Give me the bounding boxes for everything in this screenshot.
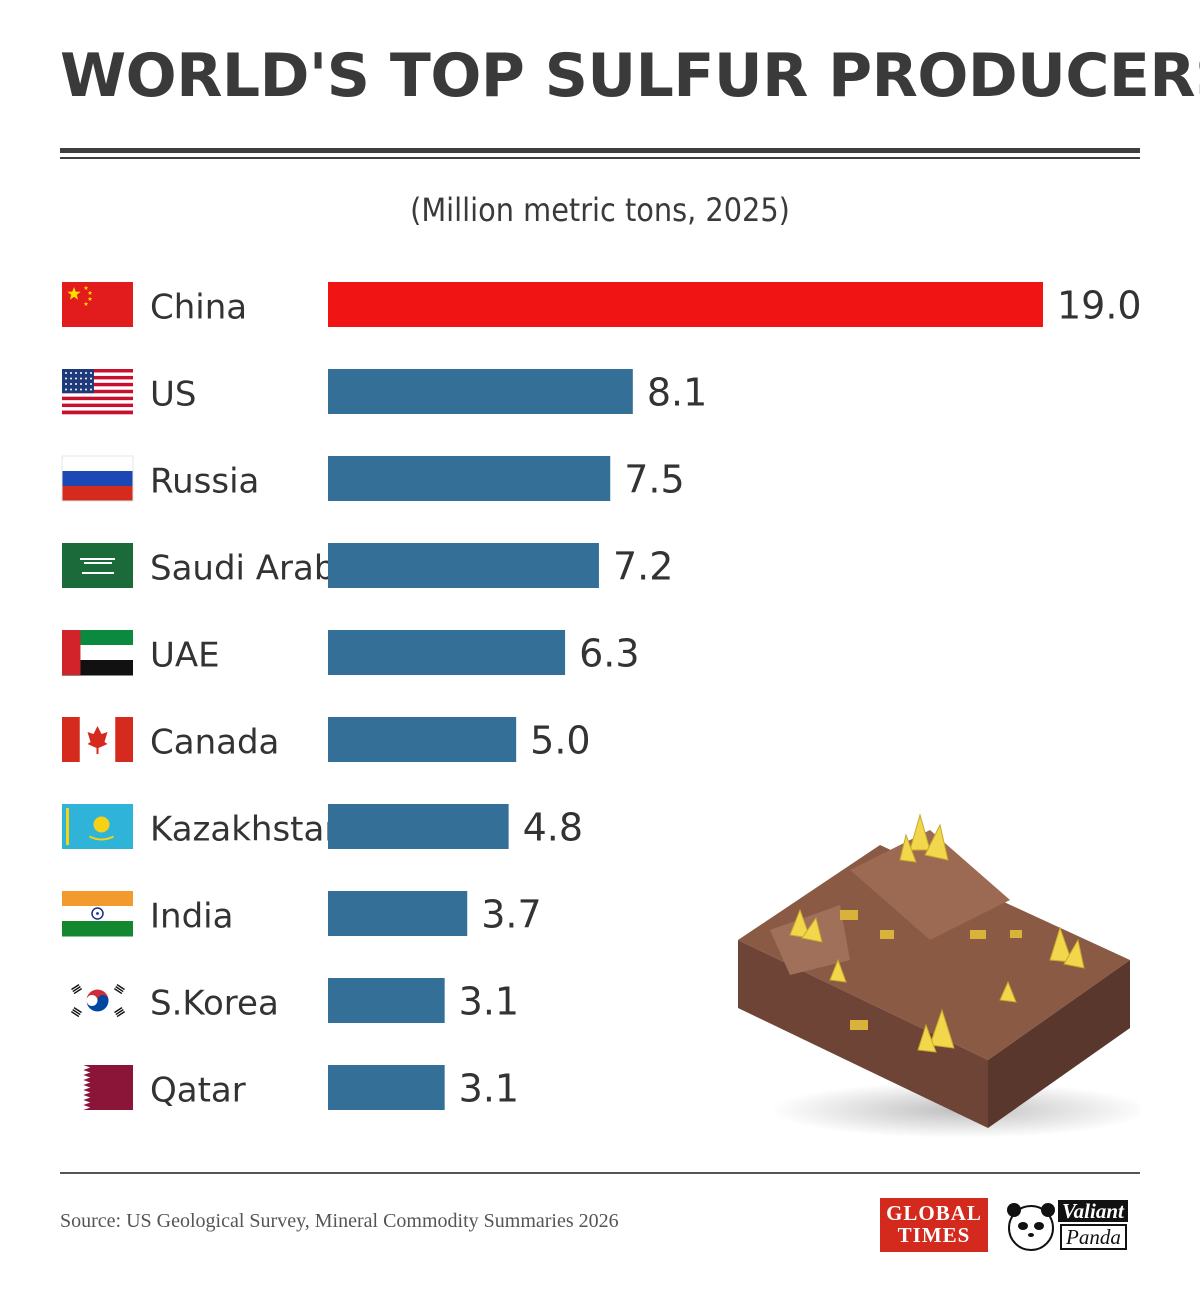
bar — [328, 456, 611, 501]
qatar-flag-icon — [62, 1065, 133, 1110]
us-flag-icon — [62, 369, 133, 415]
south-korea-flag-icon — [62, 978, 133, 1023]
global-times-logo: GLOBAL TIMES — [880, 1198, 988, 1252]
canada-flag-icon — [62, 717, 133, 762]
value-label: 3.7 — [481, 893, 541, 937]
bar — [328, 369, 633, 414]
chart-subtitle: (Million metric tons, 2025) — [410, 191, 790, 229]
bar — [328, 543, 599, 588]
china-flag-icon — [62, 282, 133, 327]
footer-rule — [60, 1172, 1140, 1174]
uae-flag-icon — [62, 630, 133, 676]
panda-icon — [1007, 1203, 1055, 1251]
global-times-logo-line1: GLOBAL — [886, 1201, 982, 1225]
value-label: 3.1 — [459, 980, 519, 1024]
bar — [328, 630, 566, 675]
saudi-arabia-flag-icon — [62, 543, 133, 588]
valiant-panda-logo: Valiant Panda — [1002, 1198, 1140, 1254]
value-label: 4.8 — [523, 806, 583, 850]
category-label: S.Korea — [150, 984, 279, 1024]
value-label: 8.1 — [647, 371, 707, 415]
bar — [328, 978, 445, 1023]
chart-title: WORLD'S TOP SULFUR PRODUCERS — [60, 41, 1200, 111]
india-flag-icon — [62, 891, 133, 937]
bar — [328, 804, 509, 849]
panda-word: Panda — [1060, 1224, 1127, 1250]
value-label: 7.5 — [624, 458, 684, 502]
value-label: 3.1 — [459, 1067, 519, 1111]
bar — [328, 1065, 445, 1110]
category-label: UAE — [150, 636, 220, 676]
source-note: Source: US Geological Survey, Mineral Co… — [60, 1210, 619, 1232]
global-times-logo-line2: TIMES — [897, 1223, 971, 1247]
valiant-word: Valiant — [1058, 1200, 1128, 1222]
value-label: 6.3 — [579, 632, 639, 676]
category-label: Kazakhstan — [150, 810, 346, 850]
category-label: India — [150, 897, 233, 937]
value-label: 7.2 — [613, 545, 673, 589]
title-rule-thin — [60, 157, 1140, 159]
title-rule-thick — [60, 148, 1140, 153]
category-label: Canada — [150, 723, 279, 763]
bar — [328, 891, 468, 936]
category-label: US — [150, 375, 196, 415]
value-label: 5.0 — [530, 719, 590, 763]
value-label: 19.0 — [1057, 284, 1142, 328]
kazakhstan-flag-icon — [62, 804, 133, 849]
bar — [328, 717, 517, 762]
russia-flag-icon — [61, 455, 134, 502]
category-label: Russia — [150, 462, 259, 502]
category-label: China — [150, 288, 247, 328]
sulfur-mine-illustration — [738, 813, 1140, 1138]
category-label: Qatar — [150, 1071, 246, 1111]
bar — [328, 282, 1043, 327]
